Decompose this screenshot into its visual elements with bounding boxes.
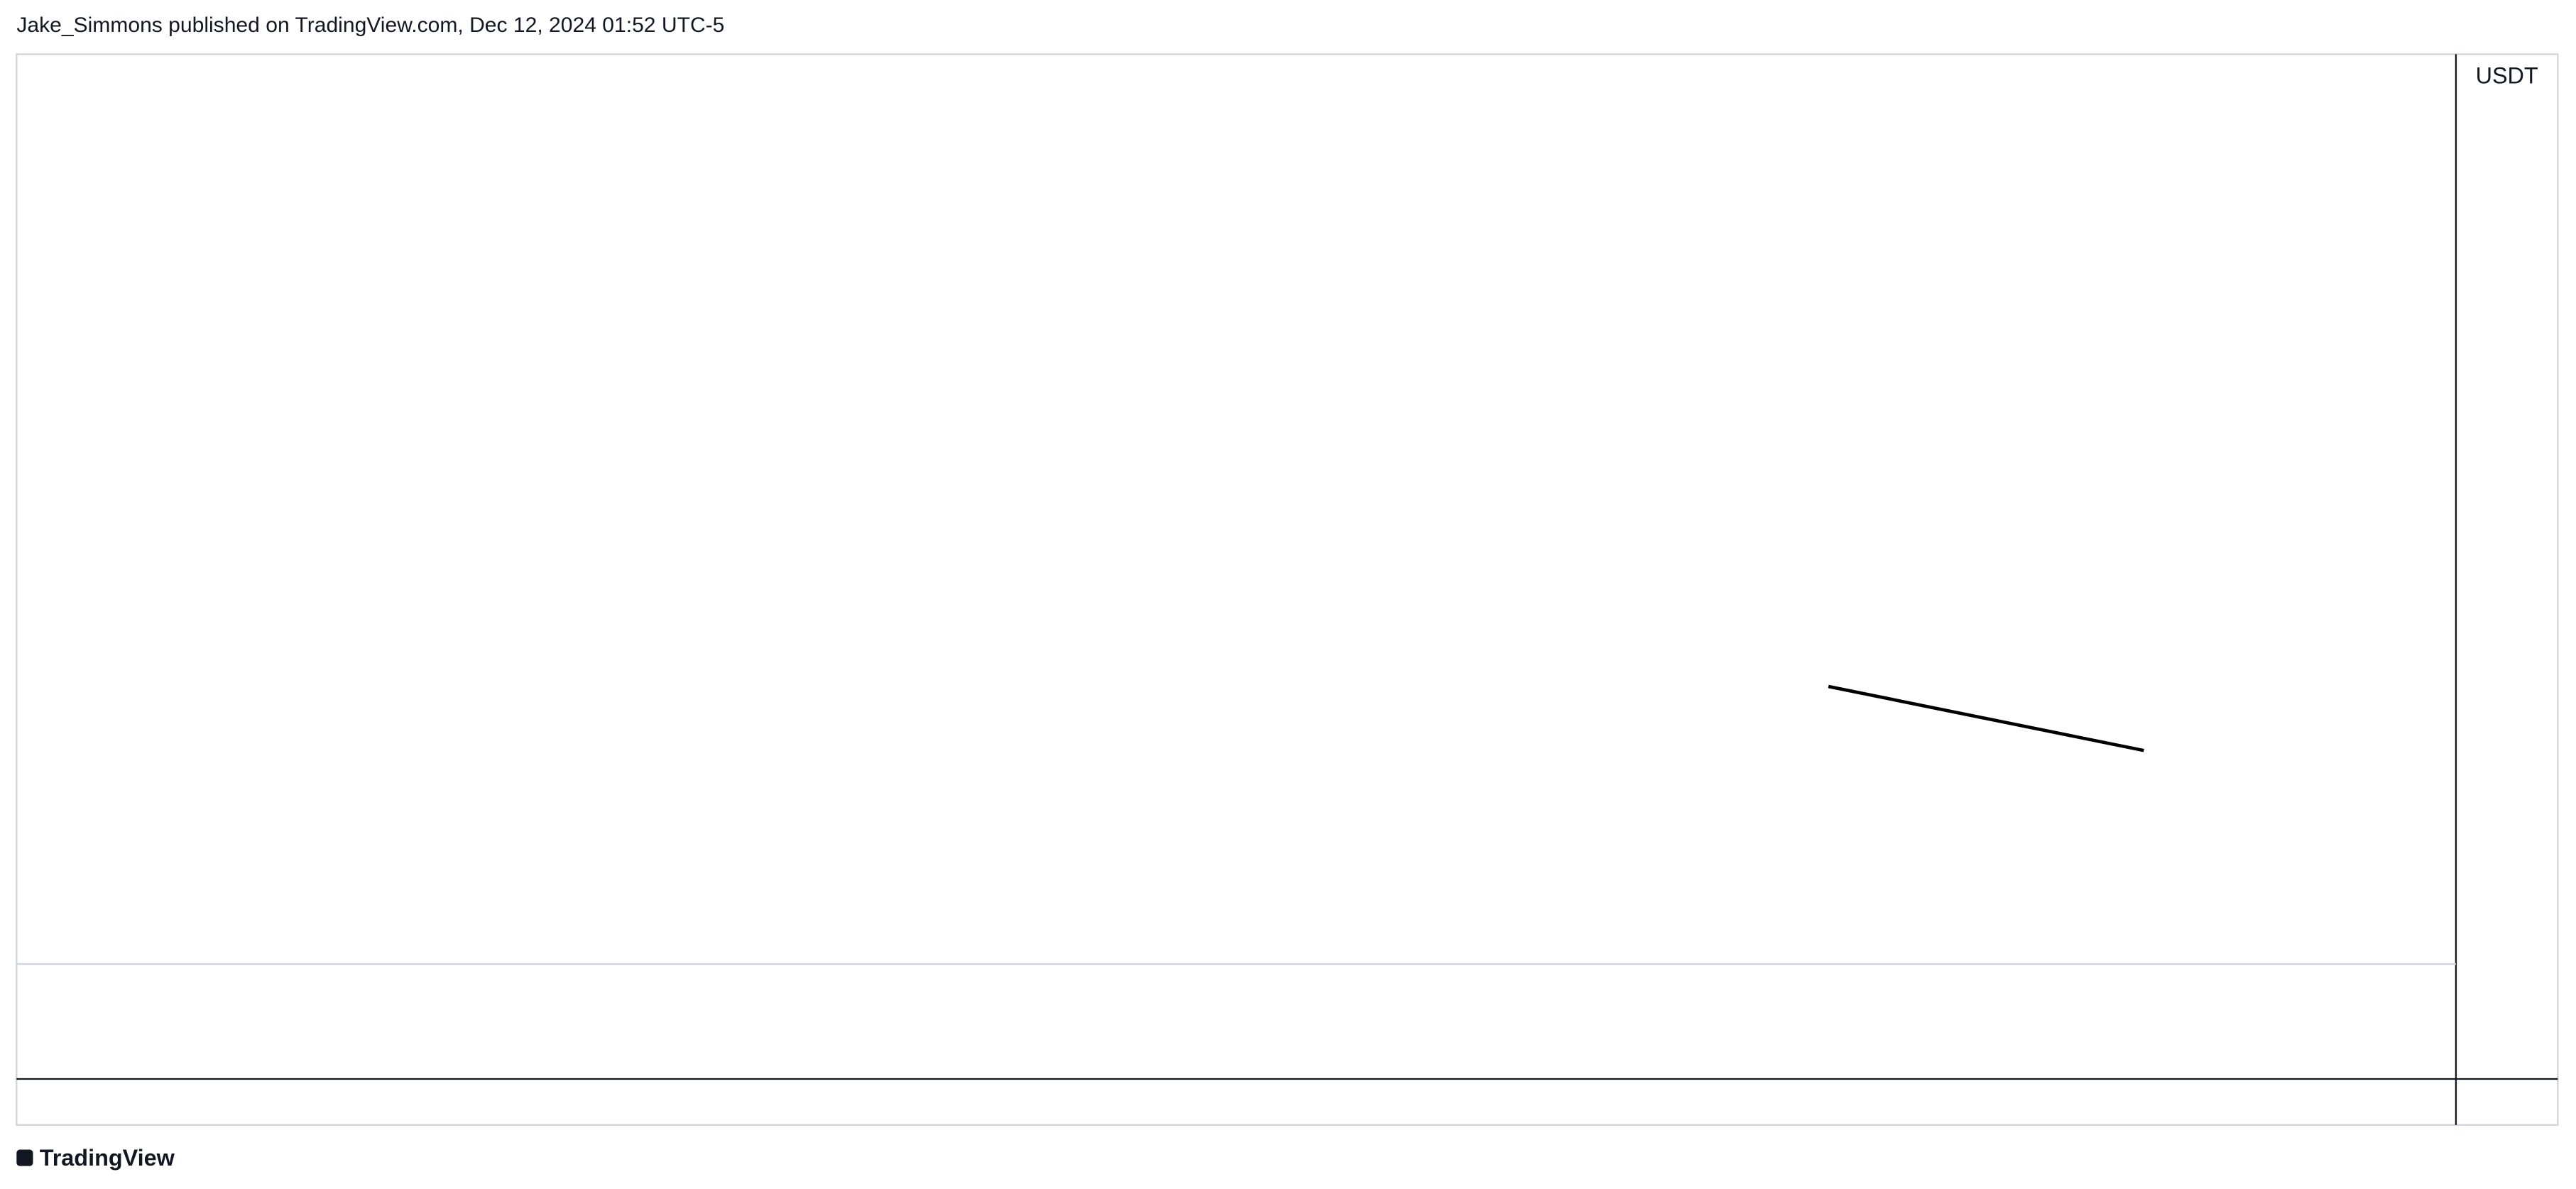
footer-logo: TradingView bbox=[16, 1145, 175, 1171]
logo-icon bbox=[16, 1149, 33, 1166]
trend-line bbox=[1828, 684, 2144, 752]
price-unit[interactable]: USDT bbox=[2476, 62, 2538, 88]
footer-brand: TradingView bbox=[40, 1145, 175, 1171]
publisher-header: Jake_Simmons published on TradingView.co… bbox=[16, 13, 724, 37]
chart-frame bbox=[16, 53, 2559, 1126]
